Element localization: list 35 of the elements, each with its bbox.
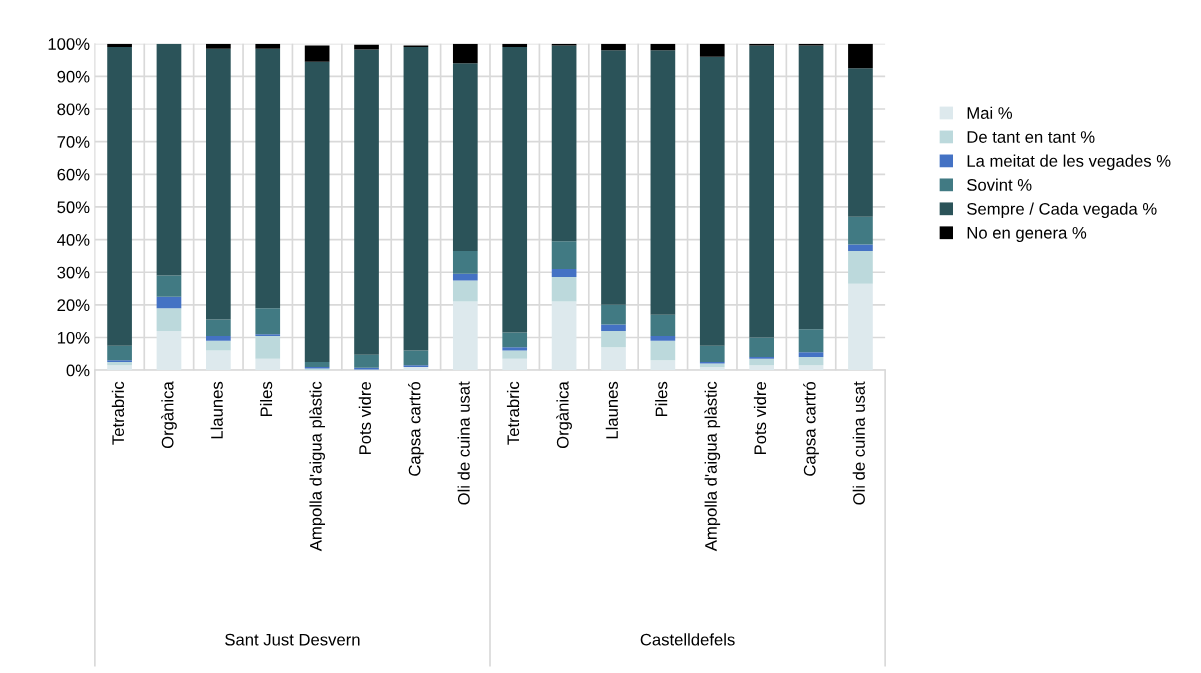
x-tick-label: Ampolla d'aigua plàstic	[704, 381, 721, 552]
x-tick-label: Tetrabric	[111, 381, 125, 445]
x-tick-label: Capsa cartró	[408, 381, 424, 476]
y-tick-label: 40%	[57, 233, 90, 246]
x-tick-label: Piles	[655, 381, 668, 417]
y-tick-label: 70%	[57, 136, 90, 148]
legend-label: Sovint %	[967, 178, 1032, 191]
x-tick-label: Orgànica	[161, 381, 177, 449]
y-tick-label: 100%	[48, 38, 90, 50]
y-tick-label: 20%	[57, 299, 90, 312]
x-tick-label: Orgànica	[556, 381, 572, 449]
x-tick-label: Llaunes	[210, 381, 223, 439]
x-tick-label: Oli de cuina usat	[852, 381, 865, 505]
y-tick-label: 10%	[57, 331, 90, 344]
x-tick-label: Pots vidre	[358, 382, 371, 454]
y-tick-label: 60%	[57, 168, 90, 181]
legend-label: De tant en tant %	[967, 131, 1095, 143]
y-tick-label: 80%	[57, 103, 90, 116]
y-tick-label: 0%	[66, 364, 90, 377]
x-tick-label: Llaunes	[605, 381, 618, 439]
legend-label: Sempre / Cada vegada %	[967, 202, 1157, 219]
x-tick-label: Pots vidre	[753, 382, 767, 454]
legend-label: Mai %	[967, 106, 1013, 119]
x-tick-label: Oli de cuina usat	[457, 381, 470, 505]
x-tick-label: Ampolla d'aigua plàstic	[309, 381, 325, 552]
text: Sant Just Desvern	[225, 633, 360, 646]
y-tick-label: 50%	[57, 201, 90, 214]
x-tick-label: Tetrabric	[506, 381, 520, 445]
legend-label: La meitat de les vegades %	[967, 154, 1171, 171]
legend-label: No en genera %	[967, 226, 1087, 243]
y-tick-label: 90%	[57, 70, 90, 83]
x-tick-label: Piles	[259, 381, 273, 417]
x-tick-label: Capsa cartró	[803, 381, 819, 476]
text: Castelldefels	[640, 633, 735, 646]
y-tick-label: 30%	[57, 266, 90, 279]
